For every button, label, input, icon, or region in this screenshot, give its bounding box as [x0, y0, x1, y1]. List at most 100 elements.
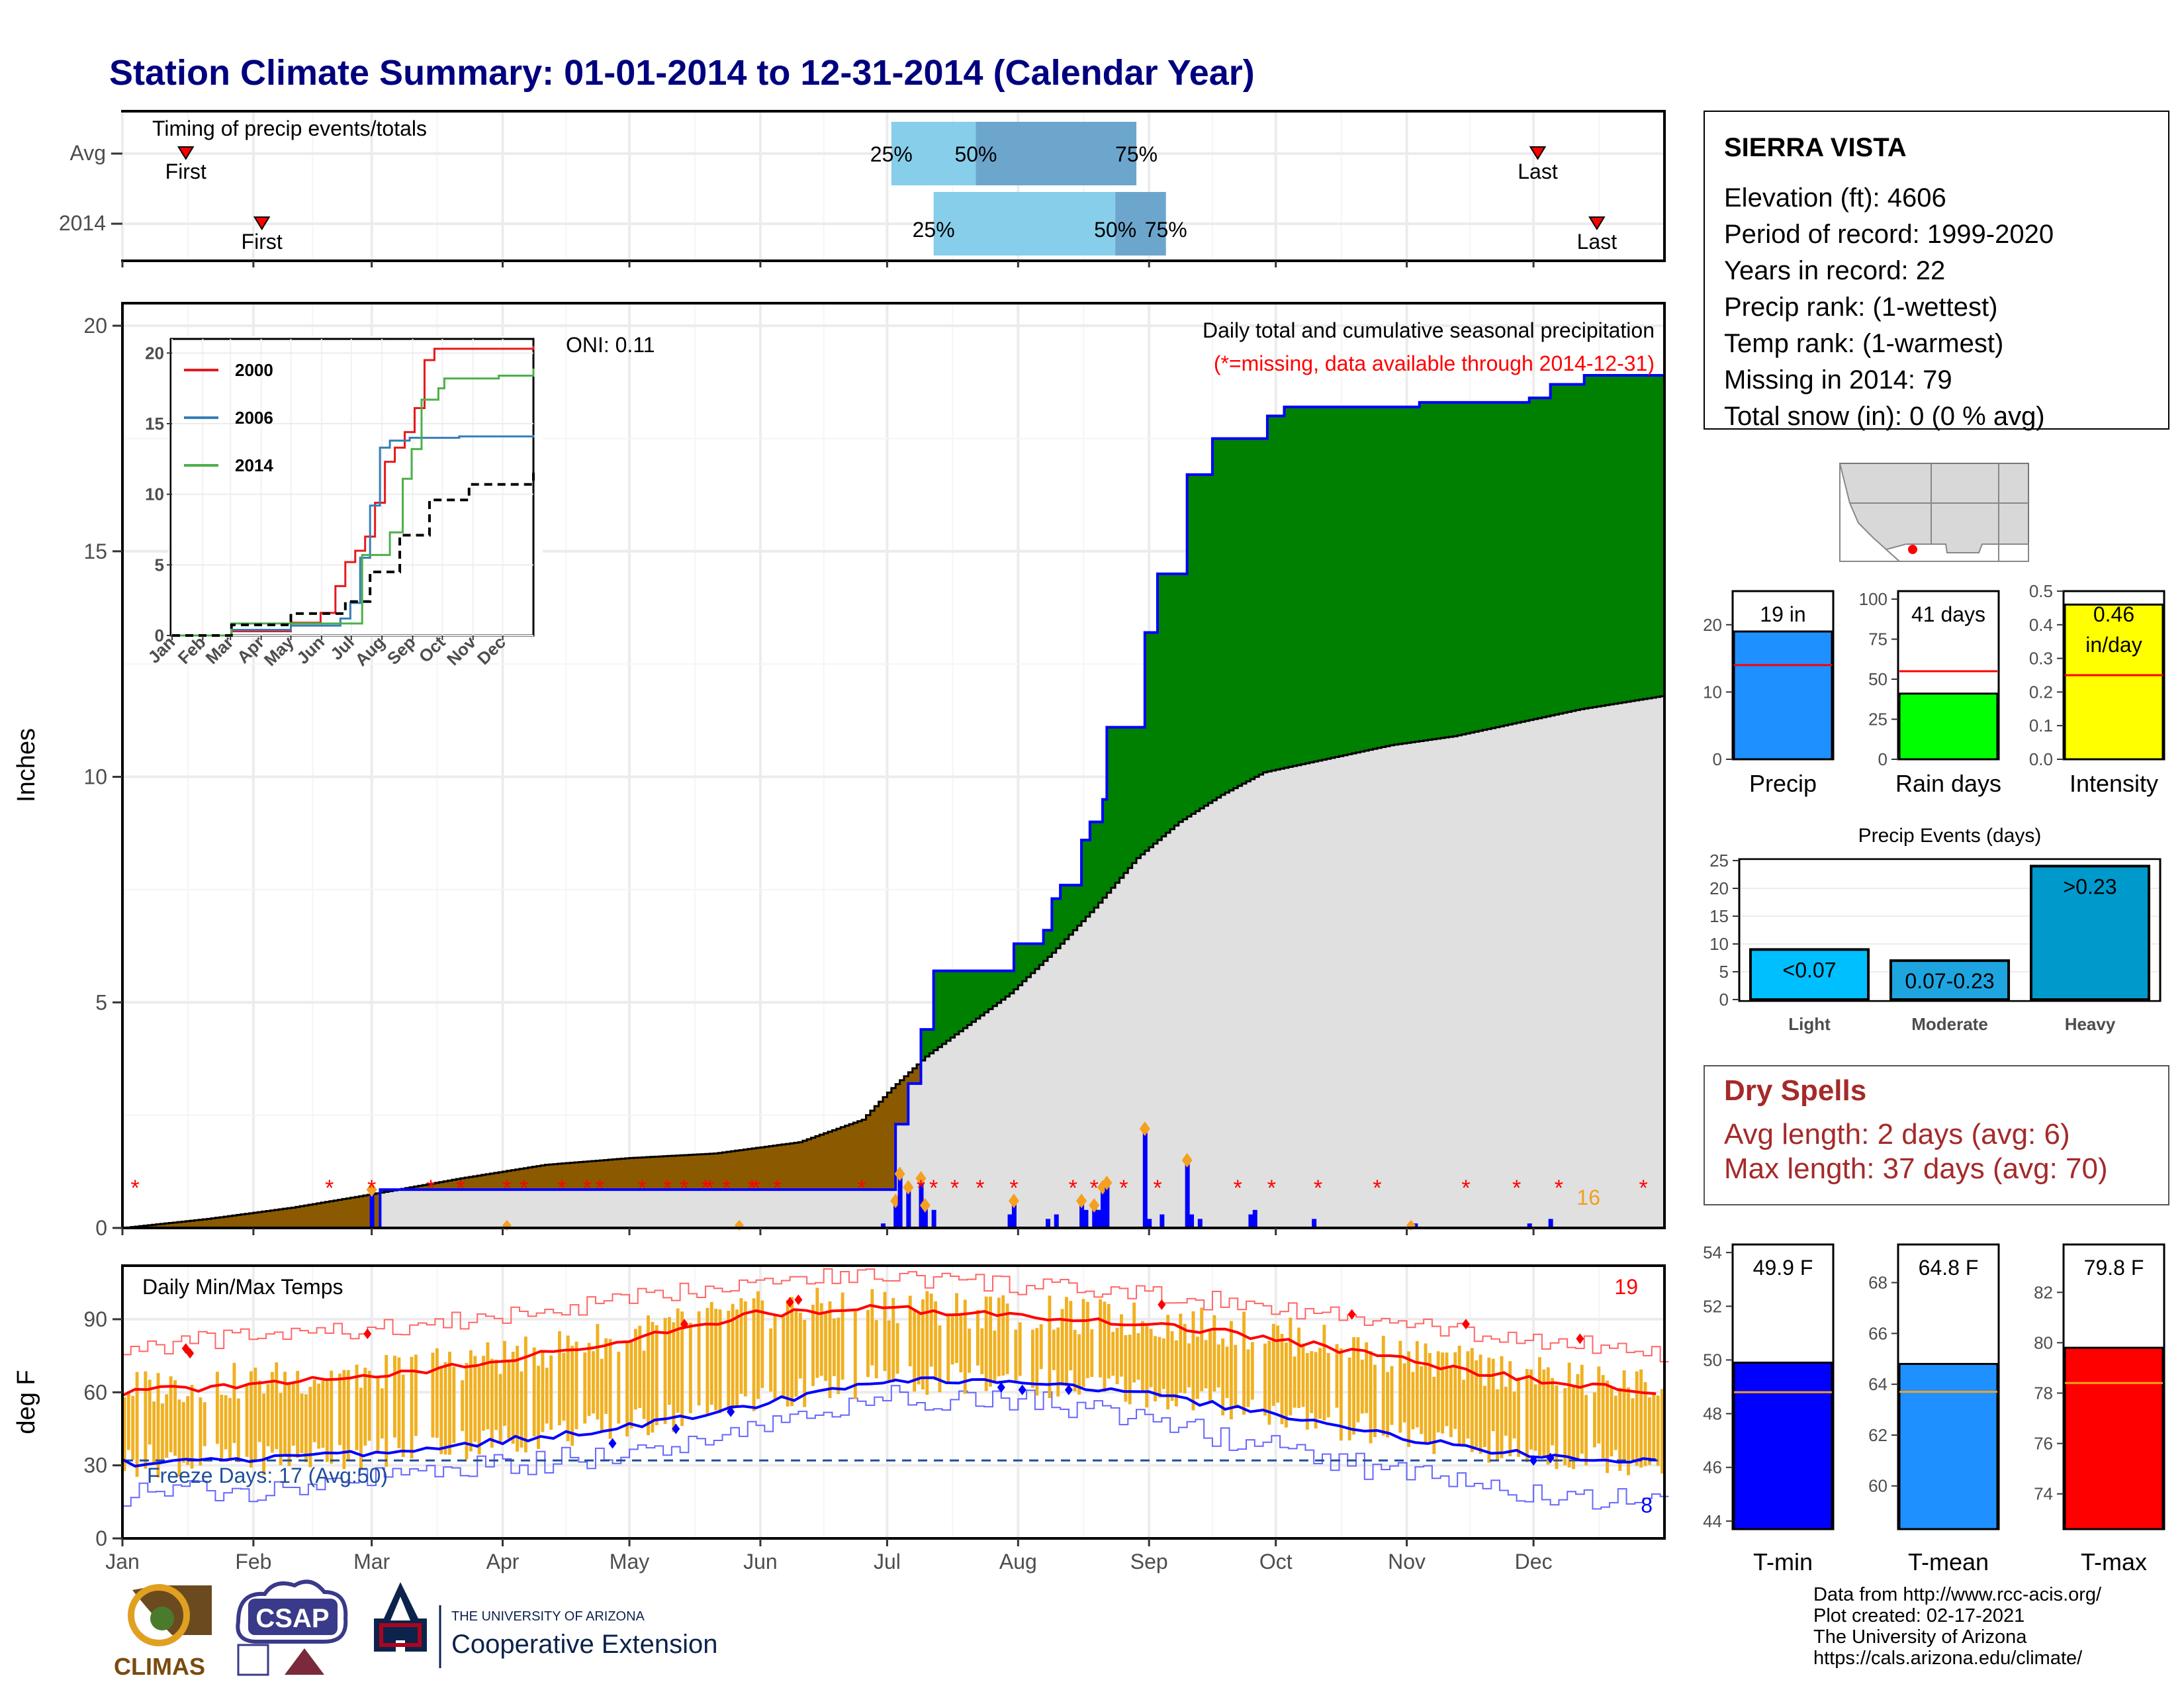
timing-title: Timing of precip events/totals: [152, 117, 427, 140]
below-avg-fill: [561, 1163, 567, 1190]
below-avg-fill: [655, 1156, 660, 1190]
summary-y-tick-label: 50: [1868, 669, 1888, 689]
summary-y-tick-label: 0.1: [2029, 716, 2053, 735]
daily-temp-bar: [938, 1325, 942, 1393]
summary-bar-precip_total: [1733, 630, 1833, 761]
below-avg-fill: [756, 1148, 761, 1190]
daily-temp-bar: [1271, 1323, 1275, 1406]
daily-temp-bar: [1470, 1348, 1474, 1452]
ua-logo: THE UNIVERSITY OF ARIZONA Cooperative Ex…: [374, 1582, 717, 1668]
daily-temp-bar: [1449, 1366, 1453, 1437]
inset-y-tick-label: 10: [145, 485, 164, 504]
above-avg-fill: [1153, 632, 1158, 844]
above-avg-fill: [1495, 402, 1500, 727]
summary-value-label-tmax: 79.8 F: [2084, 1256, 2144, 1280]
daily-temp-bar: [236, 1398, 240, 1462]
daily-precip-marker: [1089, 1197, 1100, 1213]
below-avg-fill: [536, 1166, 541, 1190]
above-avg-fill: [967, 970, 972, 1025]
daily-temp-bar: [1661, 1389, 1664, 1474]
timing-box-25-50: [933, 192, 1116, 256]
below-avg-fill: [853, 1122, 858, 1190]
below-avg-fill: [823, 1133, 829, 1190]
daily-temp-bar: [160, 1403, 164, 1461]
daily-temp-bar: [177, 1399, 181, 1477]
below-avg-fill: [747, 1149, 752, 1190]
above-avg-fill: [1026, 943, 1032, 978]
temp-panel-border: [121, 1264, 1666, 1540]
below-avg-fill: [866, 1115, 871, 1190]
daily-temp-bar: [874, 1320, 878, 1379]
timing-row-label-avg: Avg: [69, 141, 106, 165]
below-avg-fill: [764, 1147, 770, 1190]
below-avg-fill: [612, 1159, 617, 1190]
daily-temp-bar: [1546, 1367, 1550, 1465]
missing-day-marker: *: [557, 1176, 566, 1201]
below-avg-fill: [270, 1210, 275, 1228]
daily-temp-bar: [1614, 1395, 1617, 1450]
below-avg-fill: [473, 1176, 478, 1190]
timing-first-marker: [253, 216, 271, 230]
dry-spells-avg: Avg length: 2 days (avg: 6): [1724, 1118, 2070, 1150]
above-avg-fill: [1293, 406, 1298, 767]
daily-temp-bar: [1563, 1388, 1567, 1466]
daily-temp-bar: [946, 1313, 950, 1383]
avg-cumulative-area: [122, 695, 1664, 1228]
daily-temp-bar: [819, 1303, 823, 1376]
above-avg-fill: [1559, 384, 1564, 714]
daily-temp-bar: [743, 1301, 747, 1397]
below-avg-fill: [798, 1142, 803, 1190]
month-label: Jun: [743, 1550, 778, 1573]
precip-inset-chart: 05101520200020062014JanFebMarAprMayJunJu…: [144, 336, 543, 670]
inset-series-2014: [172, 368, 535, 637]
station-temp-rank: Temp rank: (1-warmest): [1724, 329, 2003, 358]
station-location-marker: [1908, 545, 1917, 554]
daily-temp-bar: [980, 1328, 984, 1374]
daily-temp-bar: [1280, 1334, 1284, 1425]
missing-day-marker: *: [1512, 1176, 1521, 1201]
inset-series-2006: [172, 435, 535, 637]
daily-temp-bar: [798, 1312, 802, 1379]
record-low-marker: [672, 1423, 680, 1434]
events-y-tick-label: 10: [1709, 934, 1729, 954]
missing-day-marker: *: [748, 1176, 756, 1201]
daily-temp-bar: [401, 1374, 405, 1458]
above-avg-fill: [1356, 406, 1361, 753]
daily-temp-bar: [1111, 1332, 1115, 1376]
daily-temp-bar: [587, 1342, 591, 1417]
daily-temp-bar: [1001, 1295, 1005, 1376]
below-avg-fill: [523, 1168, 529, 1190]
below-avg-fill: [236, 1215, 242, 1228]
above-avg-fill: [1381, 406, 1387, 747]
timing-last-label: Last: [1577, 230, 1617, 254]
below-avg-fill: [917, 1064, 922, 1084]
temp-y-tick-label: 60: [83, 1380, 107, 1404]
avg-max-line: [122, 1303, 1657, 1397]
daily-temp-bar: [304, 1394, 308, 1462]
daily-temp-bar: [837, 1317, 841, 1395]
below-avg-fill: [422, 1185, 428, 1190]
daily-temp-bar: [1187, 1343, 1191, 1387]
below-avg-fill: [713, 1153, 719, 1190]
daily-temp-bar: [144, 1371, 148, 1469]
daily-temp-bar: [431, 1352, 435, 1438]
summary-bar-tmean: [1898, 1362, 1999, 1530]
daily-temp-bar: [968, 1329, 972, 1373]
daily-temp-bar: [1085, 1301, 1089, 1378]
daily-temp-bar: [955, 1293, 958, 1363]
above-avg-fill: [1525, 402, 1530, 722]
above-avg-fill: [929, 1029, 934, 1054]
events-bar-light: [1749, 948, 1870, 1002]
above-avg-fill: [1204, 474, 1209, 806]
daily-temp-bar: [1466, 1351, 1470, 1439]
daily-temp-bar: [790, 1297, 794, 1407]
above-avg-fill: [1326, 406, 1332, 759]
daily-temp-bar: [397, 1357, 401, 1448]
daily-temp-bar: [245, 1385, 249, 1457]
daily-temp-bar: [735, 1309, 739, 1407]
below-avg-fill: [300, 1206, 305, 1228]
record-low-marker: [1529, 1455, 1538, 1466]
above-avg-fill: [993, 970, 997, 1006]
daily-temp-bar: [266, 1383, 270, 1446]
below-avg-fill: [540, 1165, 545, 1190]
